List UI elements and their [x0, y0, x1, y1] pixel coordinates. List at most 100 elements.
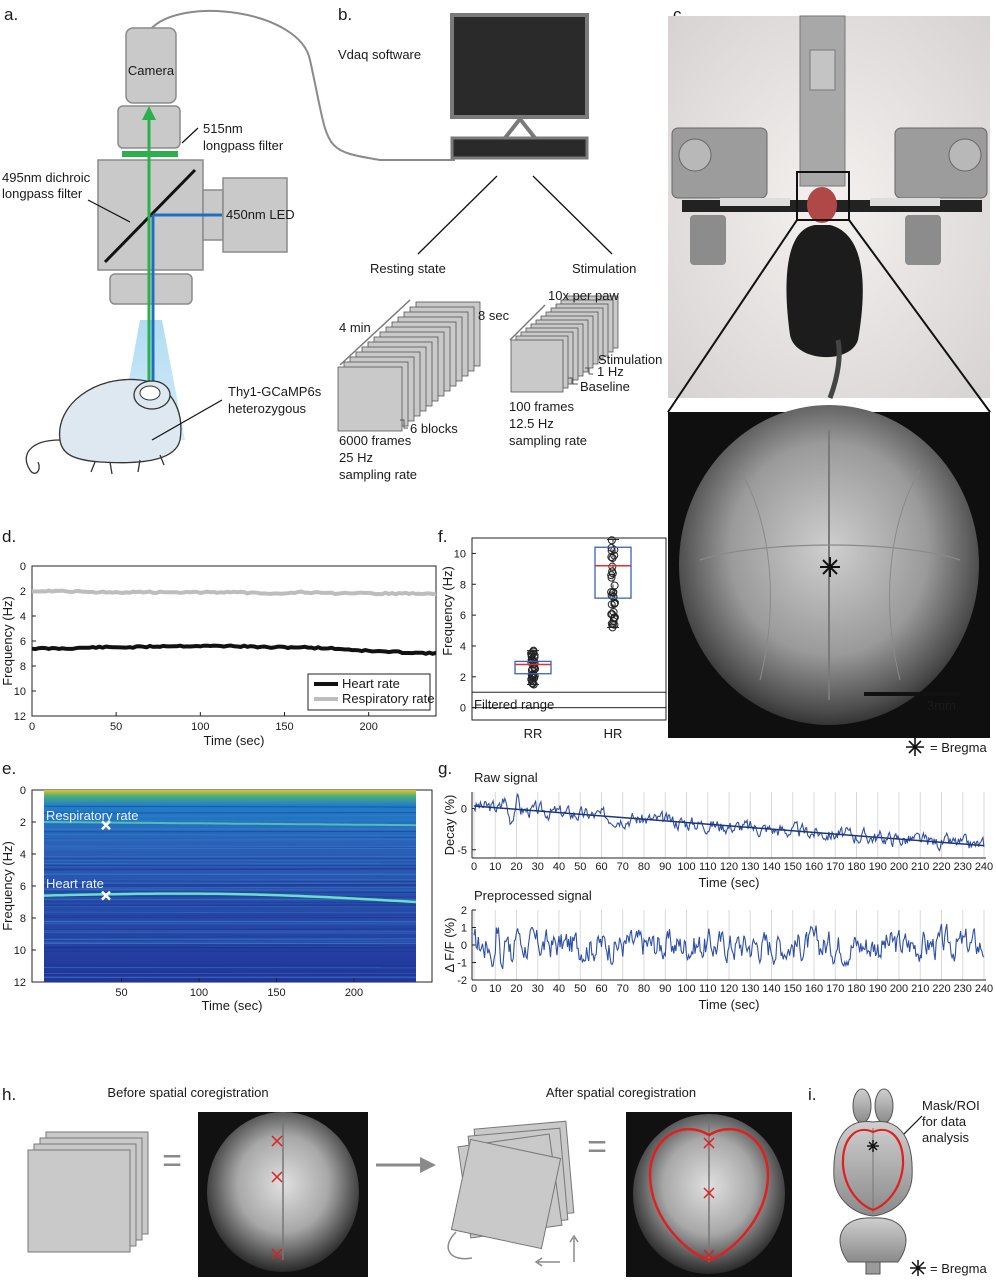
x-tick-label: 140 [762, 861, 780, 873]
noise-stripe [43, 805, 417, 808]
x-tick-label: 210 [911, 983, 929, 995]
x-tick-label: 180 [847, 983, 865, 995]
x-tick-label: 110 [699, 983, 717, 995]
x-axis-label: Time (sec) [202, 998, 263, 1013]
branch-resting [417, 175, 498, 255]
noise-stripe [43, 837, 417, 839]
y-axis-label: Frequency (Hz) [0, 596, 15, 686]
panel-b: b. Vdaq software Resting state Stimulati… [337, 5, 662, 482]
bregma-marker [820, 557, 840, 577]
panel-e-label: e. [2, 759, 16, 778]
computer-monitor [450, 13, 589, 160]
data-point [607, 543, 616, 552]
x-tick-label: 130 [741, 983, 759, 995]
x-tick-label: 100 [191, 721, 209, 733]
x-axis-label: Time (sec) [699, 997, 760, 1012]
panel-g: g. Raw signal 0 10 20 30 40 50 60 70 80 90 100 110 1… [438, 759, 993, 1012]
x-tick-label: 210 [911, 861, 929, 873]
after-frame-stack [450, 1120, 575, 1250]
software-label: Vdaq software [338, 47, 421, 62]
data-point [527, 658, 536, 667]
noise-stripe [43, 914, 417, 917]
mask-label-1: Mask/ROI [922, 1098, 980, 1113]
baseline-bracket [568, 377, 578, 385]
noise-stripe [43, 891, 417, 893]
panel-d: d. 0 50 100 150 200 0 2 4 6 8 10 12 Time (sec) Freque… [0, 527, 437, 748]
noise-stripe [43, 904, 417, 906]
scale-label: 3mm [927, 698, 956, 713]
data-point [529, 680, 538, 689]
legend-label: Heart rate [342, 676, 400, 691]
frame [337, 366, 403, 432]
noise-stripe [43, 815, 417, 817]
filter-leader [181, 127, 199, 144]
bregma-legend: = Bregma [930, 740, 987, 755]
resting-title: Resting state [370, 261, 446, 276]
x-tick-label: 180 [847, 861, 865, 873]
x-tick-label: 140 [762, 983, 780, 995]
camera-cable [149, 10, 455, 161]
noise-stripe [43, 880, 417, 882]
equals-sign-1: = [162, 1142, 182, 1180]
before-brain-image [198, 1112, 368, 1277]
x-tick-label: 120 [720, 983, 738, 995]
noise-stripe [43, 885, 417, 888]
mouse-illustration [25, 378, 182, 475]
filtered-range-label: Filtered range [474, 697, 554, 712]
noise-stripe [43, 802, 417, 805]
before-landmarks [271, 1135, 283, 1260]
noise-stripe [43, 834, 417, 836]
x-tick-label: 50 [115, 987, 127, 999]
y-tick-label: -2 [457, 975, 467, 987]
x-tick-label: 30 [532, 861, 544, 873]
raw-title: Raw signal [474, 770, 538, 785]
y-tick-label: 0 [460, 703, 466, 715]
x-tick-label: 80 [638, 983, 650, 995]
y-tick-label: 10 [454, 548, 466, 560]
data-point [610, 581, 619, 590]
noise-stripe [43, 847, 417, 850]
data-point [607, 571, 616, 580]
data-point [608, 623, 617, 632]
data-point [527, 675, 536, 684]
x-tick-label: 100 [677, 861, 695, 873]
series-line [31, 588, 437, 597]
after-title: After spatial coregistration [546, 1085, 696, 1100]
y-tick-label: 8 [20, 913, 26, 925]
x-tick-label: 70 [617, 983, 629, 995]
panel-g-label: g. [438, 759, 452, 778]
noise-stripe [43, 976, 417, 979]
heart-annotation: Heart rate [46, 876, 104, 891]
x-tick-label: 220 [932, 861, 950, 873]
x-tick-label: 170 [826, 983, 844, 995]
chart-g-pre: 0 10 20 30 40 50 60 70 80 90 100 110 120 130 140 150 160… [442, 905, 993, 1012]
mask-label-2: for data [922, 1114, 967, 1129]
x-tick-label: 200 [345, 987, 363, 999]
frame [510, 339, 564, 393]
y-tick-label: 4 [460, 641, 466, 653]
data-point [610, 613, 619, 622]
y-tick-label: 2 [460, 672, 466, 684]
y-axis-label: Δ F/F (%) [442, 918, 457, 973]
dichroic-label-2: longpass filter [2, 186, 83, 201]
x-tick-label: 130 [741, 861, 759, 873]
panel-a-label: a. [4, 5, 18, 24]
legend-label: Respiratory rate [342, 691, 434, 706]
y-tick-label: 10 [14, 686, 26, 698]
resting-frame-stack [337, 301, 481, 432]
data-point [607, 536, 616, 545]
x-tick-label: 230 [954, 983, 972, 995]
mouse-leader [151, 399, 223, 441]
noise-stripe [43, 930, 417, 932]
x-tick-label: 220 [932, 983, 950, 995]
x-tick-label: 70 [617, 861, 629, 873]
x-tick-label: 50 [574, 861, 586, 873]
noise-stripe [43, 971, 417, 974]
noise-stripe [43, 827, 417, 830]
x-tick-label: 120 [720, 861, 738, 873]
y-tick-label: 8 [20, 661, 26, 673]
noise-stripe [43, 905, 417, 908]
bregma-legend-icon-i [910, 1260, 926, 1276]
noise-stripe [43, 911, 417, 914]
data-point [607, 573, 616, 582]
